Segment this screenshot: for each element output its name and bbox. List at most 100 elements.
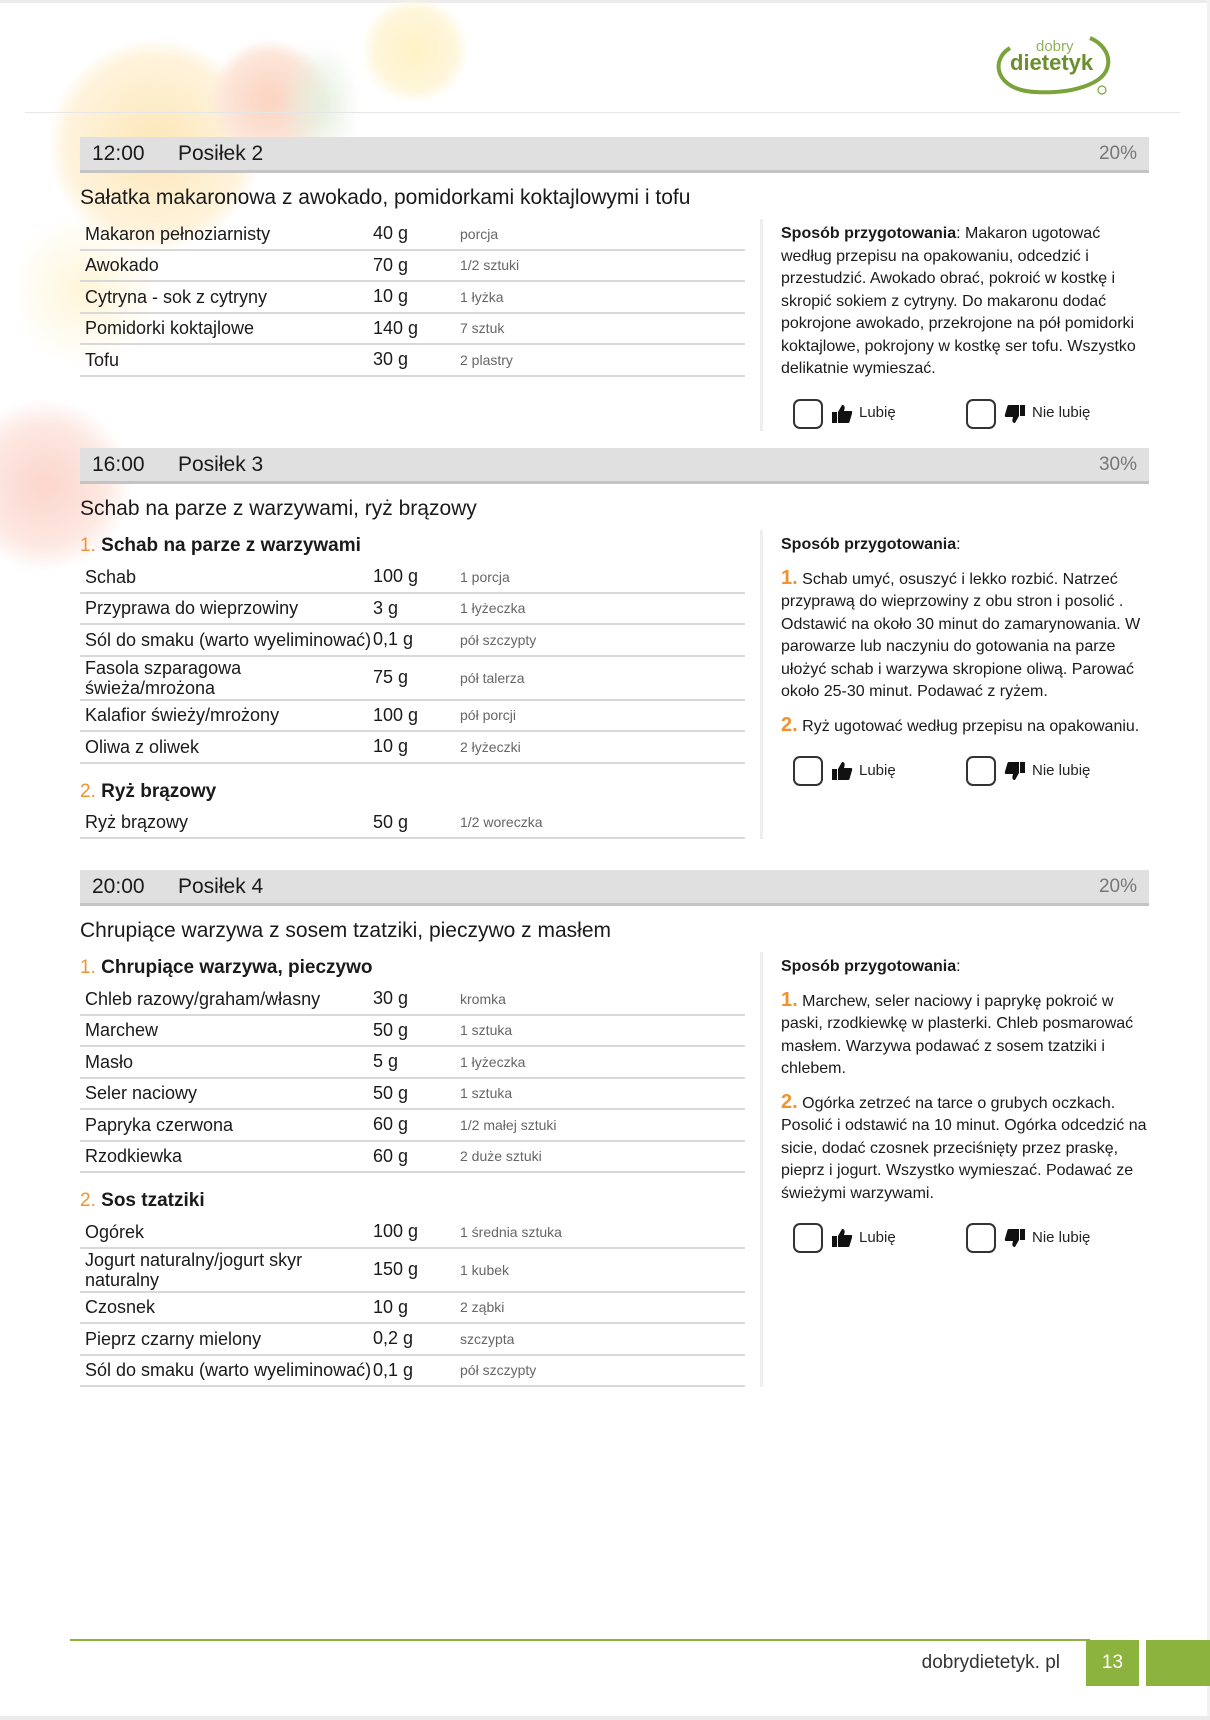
rating-row: Lubię Nie lubię xyxy=(781,397,1149,431)
ingredient-amount: 50 g xyxy=(373,1014,460,1047)
ingredient-amount: 10 g xyxy=(373,731,460,764)
method-step: 2. Ogórka zetrzeć na tarce o grubych ocz… xyxy=(781,1091,1149,1206)
meal-header: 16:00 Posiłek 3 30% xyxy=(80,448,1149,484)
ingredient-unit: szczypta xyxy=(460,1323,745,1356)
meal-label: Posiłek 4 xyxy=(178,874,264,898)
like-option[interactable]: Lubię xyxy=(793,398,966,429)
page-number: 13 xyxy=(1086,1640,1139,1686)
group-name: Chrupiące warzywa, pieczywo xyxy=(101,957,373,978)
group-number: 1. xyxy=(80,535,96,556)
ingredient-row: Makaron pełnoziarnisty 40 g porcja xyxy=(80,219,745,251)
group-title: 2. Sos tzatziki xyxy=(80,1185,745,1217)
ingredient-unit: 2 łyżeczki xyxy=(460,731,745,764)
ingredient-amount: 150 g xyxy=(373,1247,460,1293)
ingredient-unit: pół szczypty xyxy=(460,1354,745,1387)
svg-text:dobry: dobry xyxy=(1036,38,1074,55)
ingredient-name: Kalafior świeży/mrożony xyxy=(80,699,373,732)
ingredient-name: Sól do smaku (warto wyeliminować) xyxy=(80,624,373,657)
ingredient-unit: porcja xyxy=(460,219,745,251)
ingredient-row: Kalafior świeży/mrożony 100 g pół porcji xyxy=(80,699,745,732)
ingredient-row: Ryż brązowy 50 g 1/2 woreczka xyxy=(80,807,745,839)
ingredient-name: Sól do smaku (warto wyeliminować) xyxy=(80,1354,373,1387)
thumbs-up-icon xyxy=(831,403,853,425)
ingredient-name: Pieprz czarny mielony xyxy=(80,1323,373,1356)
ingredient-amount: 0,1 g xyxy=(373,624,460,657)
method-label: Sposób przygotowania xyxy=(781,225,957,242)
ingredient-unit: 1 sztuka xyxy=(460,1077,745,1110)
ingredient-amount: 60 g xyxy=(373,1140,460,1173)
dislike-option[interactable]: Nie lubię xyxy=(966,398,1139,429)
dislike-checkbox[interactable] xyxy=(966,1223,996,1253)
decorative-fruit xyxy=(0,400,130,570)
ingredient-row: Papryka czerwona 60 g 1/2 małej sztuki xyxy=(80,1109,745,1142)
like-checkbox[interactable] xyxy=(793,398,823,429)
like-option[interactable]: Lubię xyxy=(793,1223,966,1253)
ingredient-name: Oliwa z oliwek xyxy=(80,731,373,764)
dislike-checkbox[interactable] xyxy=(966,756,996,786)
bottom-edge xyxy=(0,1716,1210,1720)
like-label: Lubię xyxy=(859,1228,896,1246)
dobry-dietetyk-logo: dobry dietetyk xyxy=(990,30,1115,100)
method-column: Sposób przygotowania: 1. Marchew, seler n… xyxy=(760,952,1149,1387)
method-label-colon: : xyxy=(956,958,961,975)
ingredient-unit: 1 sztuka xyxy=(460,1014,745,1047)
group-title: 2. Ryż brązowy xyxy=(80,776,745,808)
ingredient-amount: 0,2 g xyxy=(373,1323,460,1356)
ingredient-name: Awokado xyxy=(80,249,373,282)
dislike-option[interactable]: Nie lubię xyxy=(966,756,1139,786)
ingredient-amount: 100 g xyxy=(373,1217,460,1249)
ingredient-name: Chleb razowy/graham/własny xyxy=(80,984,373,1016)
like-option[interactable]: Lubię xyxy=(793,756,966,786)
ingredient-name: Fasola szparagowa świeża/mrożona xyxy=(80,655,373,701)
meal-percent: 30% xyxy=(1098,453,1137,475)
ingredient-name: Jogurt naturalny/jogurt skyr naturalny xyxy=(80,1247,373,1293)
meal-percent: 20% xyxy=(1098,875,1137,897)
ingredient-name: Papryka czerwona xyxy=(80,1109,373,1142)
step-number: 1. xyxy=(781,988,798,1011)
ingredient-row: Sól do smaku (warto wyeliminować) 0,1 g pó… xyxy=(80,624,745,657)
ingredient-group: 1. Chrupiące warzywa, pieczywo Chleb razo… xyxy=(80,952,745,1173)
ingredient-group: 2. Ryż brązowy Ryż brązowy 50 g 1/2 woreczk… xyxy=(80,776,745,840)
like-checkbox[interactable] xyxy=(793,756,823,786)
method-step: 2. Ryż ugotować według przepisu na opako… xyxy=(781,714,1149,739)
ingredient-unit: 2 ząbki xyxy=(460,1291,745,1324)
group-name: Schab na parze z warzywami xyxy=(101,535,361,556)
dislike-label: Nie lubię xyxy=(1032,761,1091,779)
ingredient-unit: 1 łyżeczka xyxy=(460,1046,745,1079)
ingredient-unit: pół talerza xyxy=(460,655,745,701)
group-number: 1. xyxy=(80,957,96,978)
meal-section: 12:00 Posiłek 2 20% Sałatka makaronowa z aw… xyxy=(80,137,1149,431)
footer-divider xyxy=(70,1639,1090,1641)
group-title: 1. Schab na parze z warzywami xyxy=(80,530,745,562)
meal-content: 1. Chrupiące warzywa, pieczywo Chleb razo… xyxy=(80,952,1149,1387)
ingredient-unit: 1/2 małej sztuki xyxy=(460,1109,745,1142)
like-checkbox[interactable] xyxy=(793,1223,823,1253)
ingredients-column: Makaron pełnoziarnisty 40 g porcja Awokado 7… xyxy=(80,219,745,431)
ingredient-amount: 70 g xyxy=(373,249,460,282)
method-step: 1. Schab umyć, osuszyć i lekko rozbić. N… xyxy=(781,567,1149,704)
ingredient-unit: kromka xyxy=(460,984,745,1016)
meal-content: Makaron pełnoziarnisty 40 g porcja Awokado 7… xyxy=(80,219,1149,431)
ingredient-amount: 10 g xyxy=(373,1291,460,1324)
step-number: 2. xyxy=(781,713,798,736)
like-label: Lubię xyxy=(859,761,896,779)
meal-time: 16:00 xyxy=(92,452,145,476)
ingredient-unit: pół porcji xyxy=(460,699,745,732)
ingredient-name: Pomidorki koktajlowe xyxy=(80,312,373,345)
step-number: 1. xyxy=(781,566,798,589)
ingredient-row: Fasola szparagowa świeża/mrożona 75 g pół … xyxy=(80,655,745,701)
ingredient-row: Awokado 70 g 1/2 sztuki xyxy=(80,249,745,282)
dislike-option[interactable]: Nie lubię xyxy=(966,1223,1139,1253)
ingredient-unit: 1 porcja xyxy=(460,562,745,594)
group-title: 1. Chrupiące warzywa, pieczywo xyxy=(80,952,745,984)
dislike-checkbox[interactable] xyxy=(966,398,996,429)
